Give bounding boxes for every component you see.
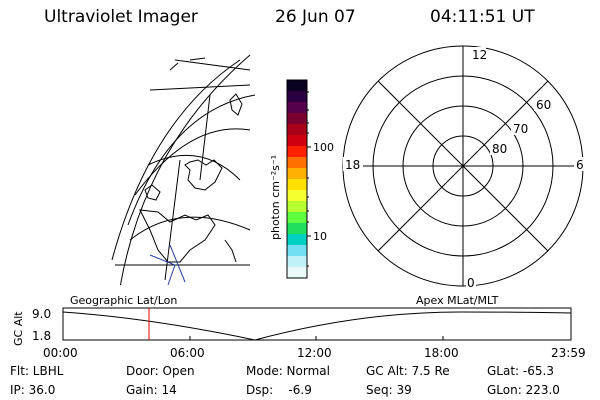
timeline-xtick-2: 12:00 bbox=[297, 346, 332, 360]
colorbar-unit-label: photon cm⁻²s⁻¹ bbox=[269, 155, 282, 240]
timeline-ytick-high: 9.0 bbox=[32, 307, 51, 321]
colorbar-band bbox=[287, 102, 307, 114]
timeline-xtick-3: 18:00 bbox=[424, 346, 459, 360]
colorbar-band bbox=[287, 190, 307, 202]
polar-lat-60: 60 bbox=[536, 98, 551, 112]
colorbar-band bbox=[287, 212, 307, 224]
gc-alt-status: GC Alt: 7.5 Re bbox=[366, 364, 450, 378]
colorbar-tick-100: 100 bbox=[313, 141, 334, 154]
altitude-curve bbox=[62, 311, 572, 341]
mode-status: Mode: Normal bbox=[246, 364, 330, 378]
timeline-left-title: Geographic Lat/Lon bbox=[70, 294, 177, 307]
colorbar-band bbox=[287, 223, 307, 235]
timeline-xtick-1: 06:00 bbox=[170, 346, 205, 360]
date-label: 26 Jun 07 bbox=[275, 7, 356, 27]
polar-lat-70: 70 bbox=[513, 122, 528, 136]
timeline-x-ticks bbox=[189, 336, 444, 340]
gain-status: Gain: 14 bbox=[126, 383, 177, 397]
polar-label-0: 0 bbox=[467, 276, 475, 290]
timeline-xtick-0: 00:00 bbox=[43, 346, 78, 360]
colorbar-ticks bbox=[307, 91, 311, 267]
timeline-frame bbox=[62, 307, 572, 341]
timeline-right-title: Apex MLat/MLT bbox=[416, 294, 499, 307]
colorbar-band bbox=[287, 256, 307, 268]
door-status: Door: Open bbox=[126, 364, 195, 378]
colorbar-band bbox=[287, 135, 307, 147]
polar-lat-80: 80 bbox=[492, 142, 507, 156]
colorbar-frame bbox=[286, 79, 308, 279]
seq-status: Seq: 39 bbox=[366, 383, 412, 397]
colorbar-band bbox=[287, 80, 307, 92]
colorbar-band bbox=[287, 157, 307, 169]
colorbar-band bbox=[287, 168, 307, 180]
glat-status: GLat: -65.3 bbox=[487, 364, 554, 378]
dsp-status: Dsp: -6.9 bbox=[246, 383, 312, 397]
ip-status: IP: 36.0 bbox=[10, 383, 56, 397]
polar-plot bbox=[342, 45, 584, 287]
timeline-ytick-low: 1.8 bbox=[32, 329, 51, 343]
colorbar-band bbox=[287, 124, 307, 136]
colorbar-band bbox=[287, 113, 307, 125]
time-label: 04:11:51 UT bbox=[430, 7, 535, 27]
polar-label-12: 12 bbox=[472, 48, 487, 62]
timeline-y-label: GC Alt bbox=[12, 311, 25, 346]
colorbar-band bbox=[287, 234, 307, 246]
glon-status: GLon: 223.0 bbox=[487, 383, 560, 397]
colorbar bbox=[287, 80, 307, 279]
colorbar-band bbox=[287, 267, 307, 279]
polar-label-18: 18 bbox=[345, 158, 360, 172]
colorbar-band bbox=[287, 201, 307, 213]
colorbar-band bbox=[287, 179, 307, 191]
instrument-title: Ultraviolet Imager bbox=[44, 7, 198, 27]
timeline-xtick-4: 23:59 bbox=[551, 346, 586, 360]
colorbar-band bbox=[287, 146, 307, 158]
colorbar-tick-10: 10 bbox=[313, 230, 327, 243]
colorbar-band bbox=[287, 245, 307, 257]
colorbar-band bbox=[287, 91, 307, 103]
filter-status: Flt: LBHL bbox=[10, 364, 64, 378]
polar-label-6: 6 bbox=[576, 158, 584, 172]
geographic-map bbox=[111, 54, 255, 285]
